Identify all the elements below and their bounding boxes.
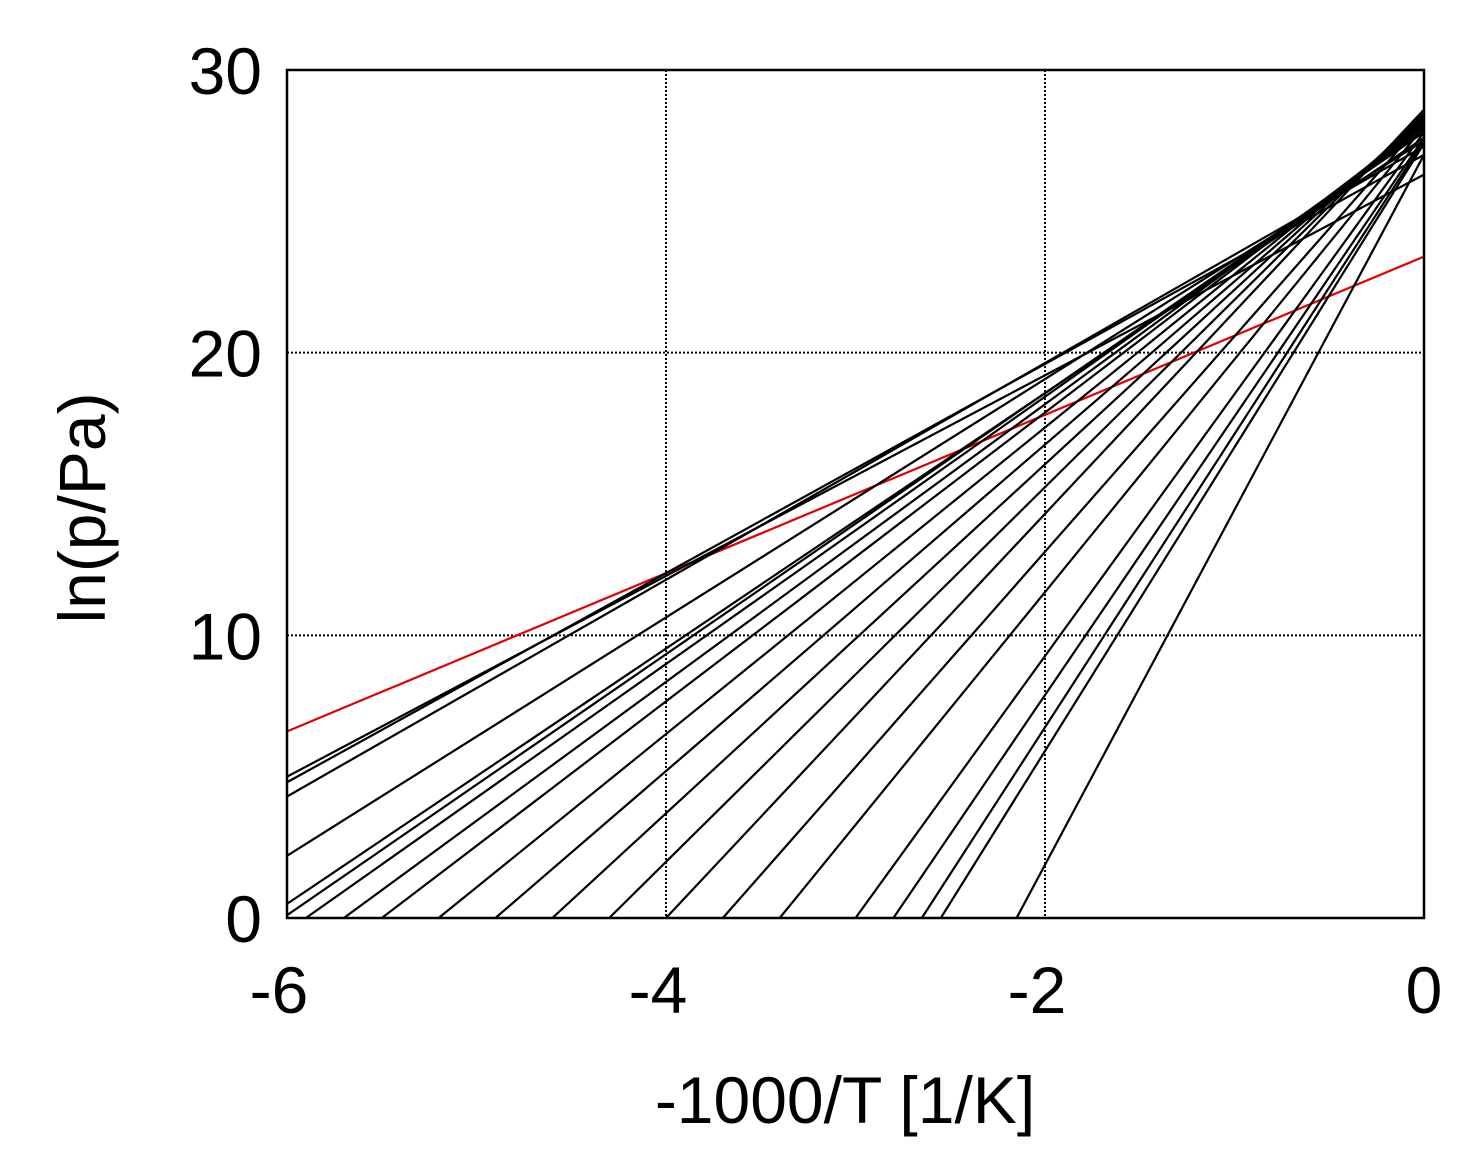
x-tick-label: -2 — [1008, 953, 1067, 1027]
series-line — [665, 108, 1424, 918]
x-tick-label: -6 — [250, 953, 309, 1027]
y-tick-label: 20 — [189, 317, 262, 391]
x-axis-title: -1000/T [1/K] — [655, 1063, 1035, 1137]
y-tick-label: 30 — [189, 34, 262, 108]
series-line — [778, 125, 1424, 918]
series-line — [494, 117, 1424, 918]
plot-frame — [285, 68, 1426, 920]
x-tick-label: -4 — [629, 953, 688, 1027]
series-line — [343, 125, 1424, 918]
y-tick-label: 0 — [225, 882, 262, 956]
series-line — [721, 120, 1424, 918]
x-tick-label: 0 — [1406, 953, 1443, 1027]
series-line — [287, 139, 1424, 857]
series-line — [608, 111, 1424, 918]
series-line — [437, 120, 1424, 918]
series-line — [1015, 154, 1424, 918]
tick-labels: -6 -4 -2 0 0 10 20 30 — [189, 34, 1443, 1027]
series-layer — [287, 108, 1424, 918]
series-line — [305, 128, 1424, 918]
series-line — [287, 145, 1424, 798]
y-tick-label: 10 — [189, 599, 262, 673]
series-line — [854, 131, 1424, 918]
y-axis-title: ln(p/Pa) — [45, 392, 119, 623]
series-line — [381, 122, 1424, 918]
series-line — [920, 140, 1424, 918]
series-line — [551, 114, 1424, 918]
series-line-red — [287, 255, 1424, 733]
series-line — [892, 137, 1424, 918]
series-line — [939, 142, 1424, 918]
